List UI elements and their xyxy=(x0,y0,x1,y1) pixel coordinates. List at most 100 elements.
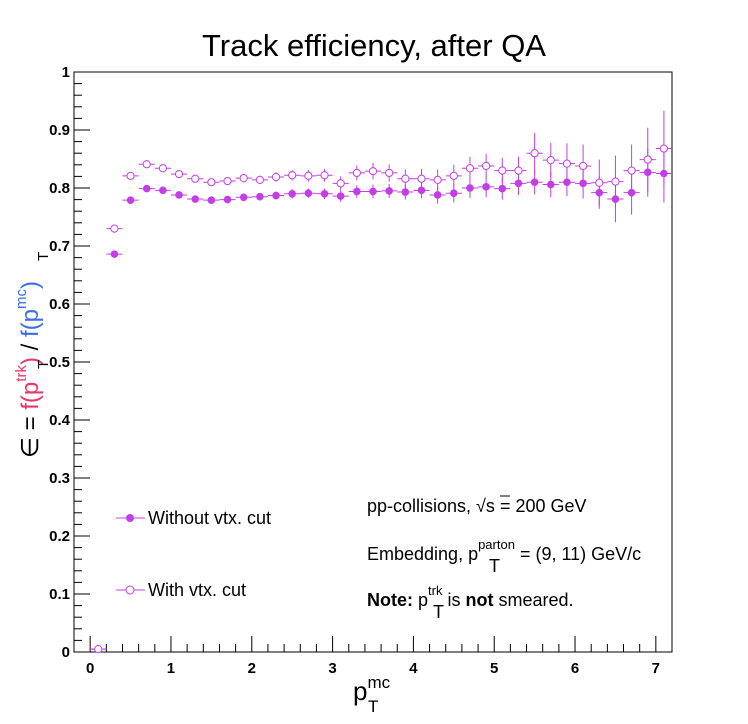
annotations: pp-collisions, √s = 200 GeV Embedding, p… xyxy=(367,495,641,622)
embedding-sup: parton xyxy=(478,537,515,552)
data-point xyxy=(154,164,171,173)
x-tick-label: 1 xyxy=(167,660,175,677)
marker-open xyxy=(562,159,572,168)
data-point xyxy=(445,164,462,187)
x-axis-label-sub: T xyxy=(368,697,378,716)
y-axis-label-den-close: ) xyxy=(17,281,44,289)
data-point xyxy=(235,193,252,202)
x-tick-label: 2 xyxy=(248,660,256,677)
data-point xyxy=(494,157,511,184)
data-point xyxy=(122,171,139,180)
data-point xyxy=(461,178,479,198)
marker-filled xyxy=(466,184,474,192)
marker-filled xyxy=(385,187,393,195)
plot-frame xyxy=(73,71,673,653)
marker-open xyxy=(126,171,135,180)
marker-open xyxy=(498,166,507,175)
x-tick-labels: 0 1 2 3 4 5 6 7 xyxy=(86,660,660,677)
data-point xyxy=(461,156,479,180)
y-tick-label: 0.6 xyxy=(49,296,70,313)
y-axis-label-num-sup: trk xyxy=(13,365,30,382)
y-tick-label: 0.7 xyxy=(49,238,70,255)
data-point xyxy=(575,144,592,188)
y-tick-label: 0.5 xyxy=(49,354,70,371)
data-point xyxy=(187,174,204,183)
data-point xyxy=(203,196,220,204)
marker-filled xyxy=(482,183,490,191)
marker-filled xyxy=(272,191,280,200)
marker-open xyxy=(94,645,103,654)
data-point xyxy=(235,174,252,183)
y-tick-label: 1 xyxy=(62,64,70,81)
data-point xyxy=(138,184,155,193)
marker-open xyxy=(401,174,410,183)
marker-open xyxy=(142,160,151,169)
x-tick-label: 6 xyxy=(571,660,579,677)
data-point xyxy=(348,165,365,181)
marker-open xyxy=(174,169,184,179)
marker-open xyxy=(433,175,442,184)
y-tick-label: 0.1 xyxy=(49,586,70,603)
data-point xyxy=(122,196,139,204)
marker-filled xyxy=(256,192,264,201)
marker-filled xyxy=(320,190,329,198)
marker-open xyxy=(627,166,636,175)
marker-open xyxy=(239,174,248,183)
data-point xyxy=(655,110,672,187)
data-point xyxy=(106,250,123,258)
marker-filled xyxy=(191,195,200,203)
marker-open xyxy=(223,176,232,186)
y-tick-label: 0.9 xyxy=(49,122,70,139)
data-point xyxy=(445,183,462,203)
marker-open xyxy=(207,178,216,187)
data-point xyxy=(154,186,171,195)
data-point xyxy=(300,188,317,198)
x-axis-label-main: p xyxy=(353,676,367,706)
annotation-collisions: pp-collisions, √s = 200 GeV xyxy=(367,496,587,516)
data-point xyxy=(267,191,285,200)
marker-filled xyxy=(433,191,442,199)
marker-open xyxy=(579,161,588,171)
marker-open xyxy=(449,171,458,180)
marker-open xyxy=(158,164,167,173)
y-axis-label-den-sup: mc xyxy=(13,289,30,309)
data-point xyxy=(316,168,333,182)
marker-filled xyxy=(304,189,313,198)
chart-title: Track efficiency, after QA xyxy=(202,28,546,63)
y-tick-label: 0 xyxy=(62,644,70,661)
x-tick-label: 4 xyxy=(409,660,418,677)
marker-filled xyxy=(126,196,135,204)
note-sup: trk xyxy=(428,583,443,598)
data-point xyxy=(316,188,333,200)
data-point xyxy=(219,176,236,186)
annotation-embedding: Embedding, pparton = (9, 11) GeV/c xyxy=(367,537,641,564)
marker-open xyxy=(659,144,669,153)
axis-ticks xyxy=(74,71,673,653)
data-point xyxy=(332,190,349,202)
data-point xyxy=(300,170,317,182)
y-tick-label: 0.3 xyxy=(49,470,70,487)
marker-filled xyxy=(110,250,119,258)
data-point xyxy=(413,182,430,199)
data-point xyxy=(607,155,624,208)
marker-open xyxy=(304,171,313,180)
legend: Without vtx. cut With vtx. cut xyxy=(116,508,271,600)
marker-filled xyxy=(353,187,361,196)
y-axis-label-den-sub: T xyxy=(35,252,52,261)
y-axis-label-num-close: ) xyxy=(17,357,44,365)
sqrt-s: √s xyxy=(476,496,495,516)
marker-open xyxy=(336,179,345,188)
marker-filled xyxy=(546,180,555,189)
marker-filled xyxy=(175,191,183,199)
y-tick-label: 0.2 xyxy=(49,528,70,545)
marker-open xyxy=(271,172,281,182)
data-point xyxy=(558,143,576,184)
y-axis-label-sep: / xyxy=(17,337,44,357)
marker-open xyxy=(320,171,329,180)
data-point xyxy=(106,224,123,233)
data-point xyxy=(187,195,204,203)
data-point xyxy=(203,178,220,187)
data-point xyxy=(219,195,236,204)
data-point xyxy=(510,156,527,185)
data-point xyxy=(542,142,559,178)
